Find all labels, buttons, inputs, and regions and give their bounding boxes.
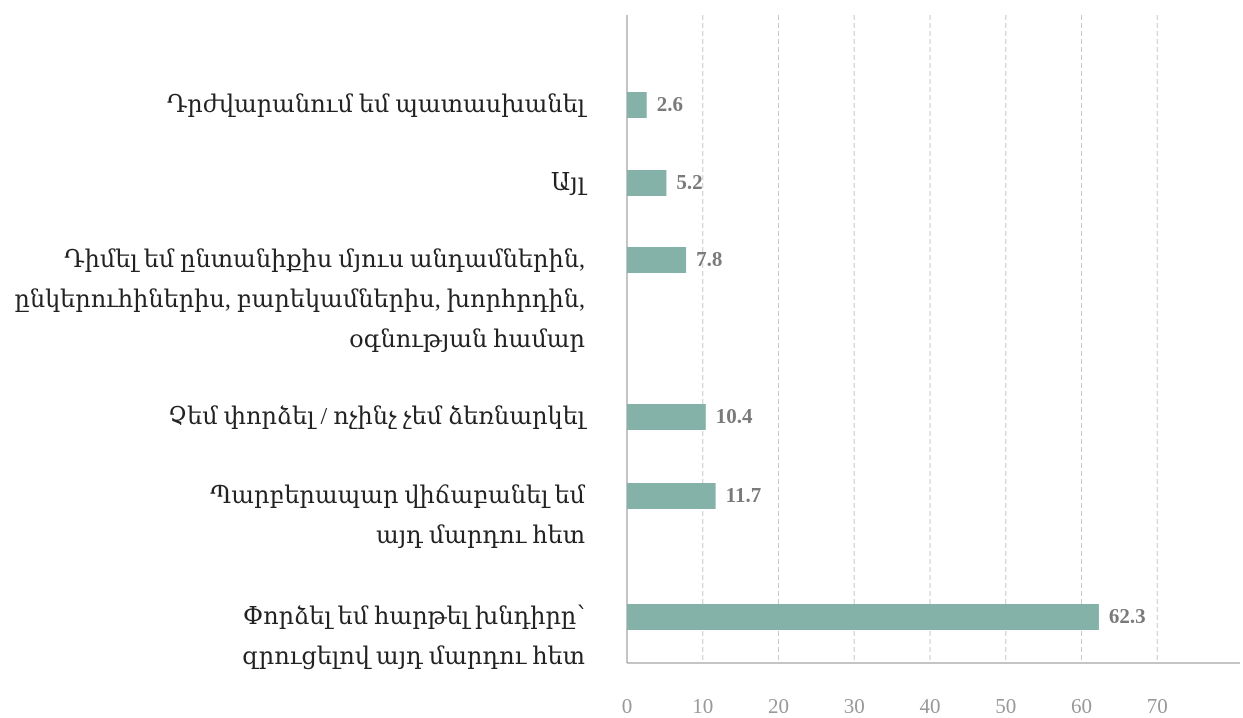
x-tick-label: 0 [622,694,633,718]
category-label: Այլ [550,170,585,196]
x-tick-label: 70 [1147,694,1168,718]
value-label: 10.4 [716,404,753,428]
x-tick-label: 60 [1071,694,1092,718]
x-tick-label: 40 [920,694,941,718]
x-tick-label: 50 [995,694,1016,718]
category-label: Փորձել եմ հարթել խնդիրը՝ զրուցելով այդ մ… [242,604,585,670]
bar [627,92,647,118]
value-label: 62.3 [1109,604,1146,628]
category-label: Դիմել եմ ընտանիքիս մյուս անդամներին, ընկ… [14,247,585,353]
bar [627,247,687,273]
category-label: Չեմ փորձել / ոչինչ չեմ ձեռնարկել [168,404,585,430]
category-label: Պարբերապար վիճաբանել եմ այդ մարդու հետ [210,483,585,549]
category-label: Դրժվարանում եմ պատասխանել [166,92,585,118]
bar [627,404,706,430]
bar [627,170,667,196]
x-tick-label: 10 [692,694,713,718]
value-label: 11.7 [726,483,762,507]
x-tick-label: 20 [768,694,789,718]
value-label: 5.2 [676,170,702,194]
value-label: 7.8 [696,247,722,271]
value-label: 2.6 [657,92,683,116]
bar [627,483,716,509]
bar [627,604,1099,630]
x-tick-label: 30 [844,694,865,718]
